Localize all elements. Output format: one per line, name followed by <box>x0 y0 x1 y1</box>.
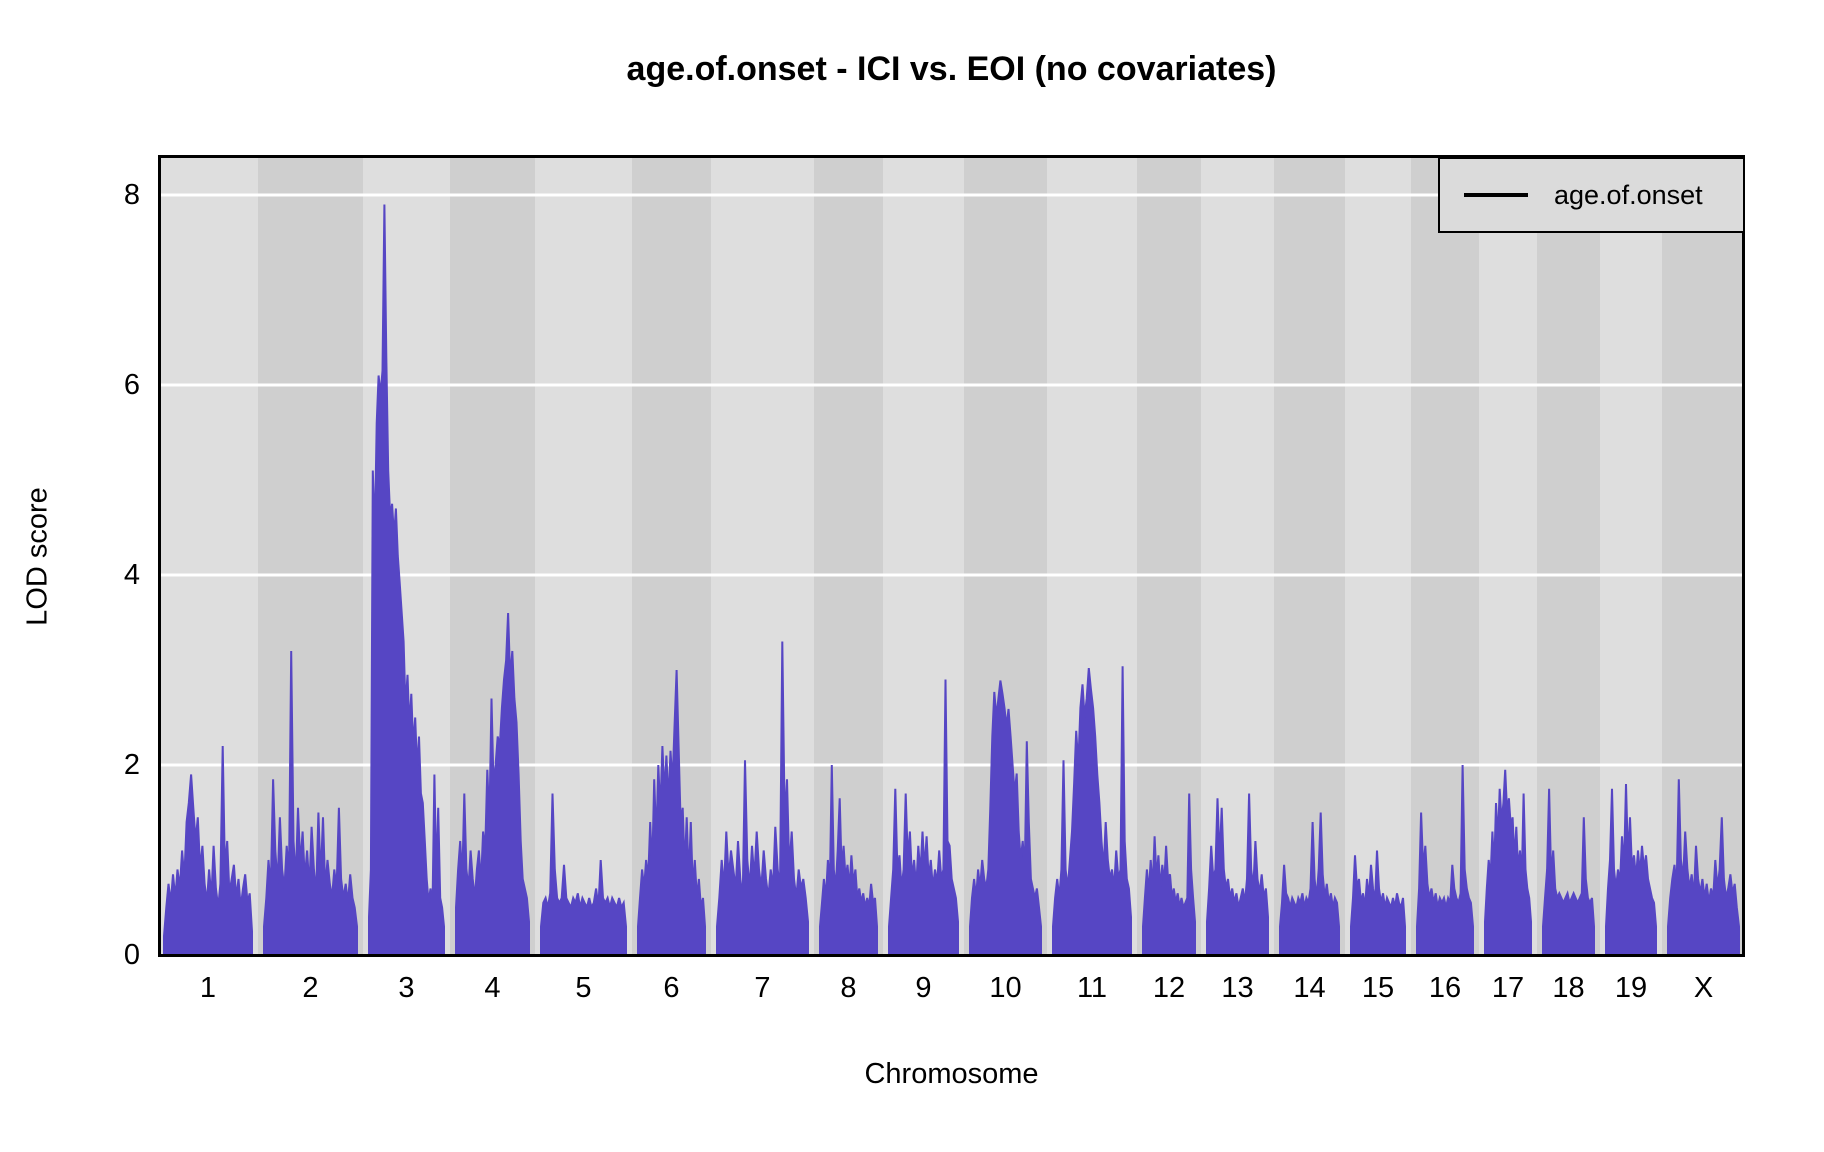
chromosome-band-7 <box>711 155 814 957</box>
plot-border <box>158 155 1745 957</box>
lod-curve-chr-9 <box>888 679 959 956</box>
chromosome-label-14: 14 <box>1293 972 1326 1004</box>
y-tick-label-6: 6 <box>123 369 140 401</box>
chromosome-band-8 <box>814 155 883 957</box>
chromosome-label-11: 11 <box>1076 972 1108 1004</box>
chromosome-label-8: 8 <box>840 972 857 1004</box>
chromosome-label-5: 5 <box>575 972 592 1004</box>
legend-line-sample <box>1464 193 1528 197</box>
lod-curve-chr-4 <box>455 612 530 956</box>
chromosome-label-2: 2 <box>302 972 319 1004</box>
chromosome-band-2 <box>258 155 363 957</box>
lod-curve-chr-13 <box>1206 793 1269 956</box>
y-tick-label-8: 8 <box>123 179 140 211</box>
y-tick-label-2: 2 <box>123 749 140 781</box>
chromosome-band-1 <box>158 155 258 957</box>
y-tick-label-0: 0 <box>123 939 140 971</box>
lod-curve-chr-6 <box>637 669 706 956</box>
plot-area <box>158 155 1745 957</box>
lod-curve-chr-15 <box>1350 850 1406 956</box>
chromosome-label-9: 9 <box>915 972 932 1004</box>
chromosome-label-X: X <box>1693 972 1714 1004</box>
x-axis-title: Chromosome <box>864 1058 1039 1090</box>
legend: age.of.onset <box>1438 157 1745 233</box>
lod-curve-chr-11 <box>1052 666 1132 956</box>
chart-title: age.of.onset - ICI vs. EOI (no covariate… <box>626 50 1277 88</box>
chromosome-band-15 <box>1345 155 1411 957</box>
chromosome-label-16: 16 <box>1428 972 1462 1004</box>
legend-label: age.of.onset <box>1554 179 1703 210</box>
lod-curve-chr-8 <box>819 764 878 956</box>
lod-curve-chr-7 <box>716 641 809 956</box>
chromosome-band-14 <box>1274 155 1345 957</box>
chromosome-label-3: 3 <box>398 972 415 1004</box>
chromosome-label-17: 17 <box>1491 972 1525 1004</box>
chromosome-label-15: 15 <box>1361 972 1395 1004</box>
chromosome-band-12 <box>1137 155 1201 957</box>
lod-curve-chr-14 <box>1279 812 1340 956</box>
chromosome-band-13 <box>1201 155 1274 957</box>
chromosome-label-1: 1 <box>199 972 217 1004</box>
chromosome-label-6: 6 <box>663 972 680 1004</box>
lod-curve-chr-1 <box>163 745 253 956</box>
y-axis-title: LOD score <box>21 487 54 626</box>
chromosome-label-18: 18 <box>1552 972 1585 1004</box>
chromosome-band-5 <box>535 155 632 957</box>
lod-curve-chr-10 <box>969 680 1042 956</box>
chromosome-label-19: 19 <box>1614 972 1648 1004</box>
lod-curve-chr-12 <box>1142 793 1196 956</box>
chromosome-label-7: 7 <box>754 972 771 1004</box>
chromosome-band-18 <box>1537 155 1600 957</box>
lod-curve-chr-19 <box>1605 783 1657 956</box>
lod-curve-chr-5 <box>540 793 627 956</box>
chromosome-band-X <box>1662 155 1745 957</box>
chromosome-label-12: 12 <box>1152 972 1186 1004</box>
chromosome-label-13: 13 <box>1221 972 1254 1004</box>
y-tick-label-4: 4 <box>123 559 140 591</box>
lod-curve-svg <box>158 155 1745 957</box>
chromosome-label-4: 4 <box>484 972 501 1004</box>
lod-curve-chr-18 <box>1542 788 1595 956</box>
lod-curve-chr-X <box>1667 779 1740 956</box>
lod-curve-chr-16 <box>1416 764 1474 956</box>
chromosome-label-10: 10 <box>989 972 1022 1004</box>
lod-curve-chr-2 <box>263 650 358 956</box>
lod-curve-chr-3 <box>368 204 445 956</box>
lod-curve-chr-17 <box>1484 769 1532 956</box>
